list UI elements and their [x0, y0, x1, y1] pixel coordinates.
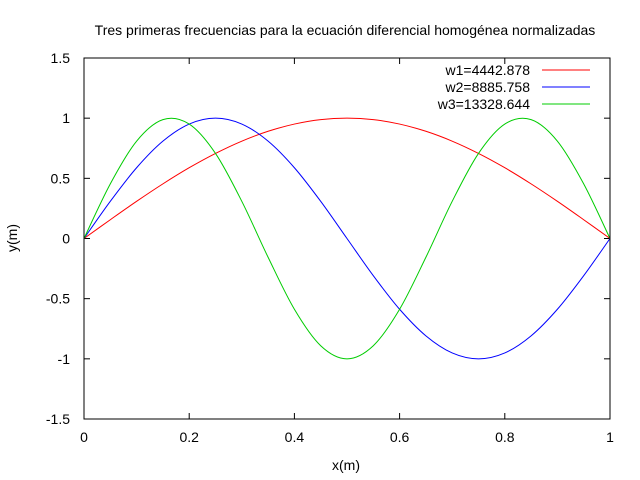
legend-label-1: w1=4442.878	[445, 62, 531, 78]
axis-ticks: 0 0.2 0.4 0.6 0.8 1 1.5 1 0.5 0 -0.5 -1 -1.5	[46, 50, 614, 445]
series-line-2	[83, 117, 611, 360]
y-tick-label: -1.5	[46, 411, 70, 427]
y-tick-label: 0	[62, 231, 70, 247]
y-tick-label: 1	[62, 110, 70, 126]
y-tick-label: 1.5	[51, 50, 71, 66]
x-axis-label: x(m)	[332, 457, 360, 473]
y-tick-label: 0.5	[51, 170, 71, 186]
x-tick-label: 0.4	[285, 429, 305, 445]
y-tick-label: -0.5	[46, 291, 70, 307]
x-tick-label: 1	[606, 429, 614, 445]
chart-title: Tres primeras frecuencias para la ecuaci…	[95, 22, 596, 38]
x-tick-label: 0.2	[179, 429, 199, 445]
legend-label-3: w3=13328.644	[437, 96, 530, 112]
y-tick-label: -1	[58, 351, 71, 367]
x-tick-label: 0	[80, 429, 88, 445]
y-axis-label: y(m)	[4, 224, 20, 252]
x-tick-label: 0.8	[495, 429, 515, 445]
series-line-1	[83, 117, 611, 239]
series-lines	[83, 117, 611, 360]
x-tick-label: 0.6	[390, 429, 410, 445]
legend-label-2: w2=8885.758	[445, 79, 531, 95]
plot-frame	[83, 57, 611, 420]
series-line-3	[83, 117, 611, 360]
